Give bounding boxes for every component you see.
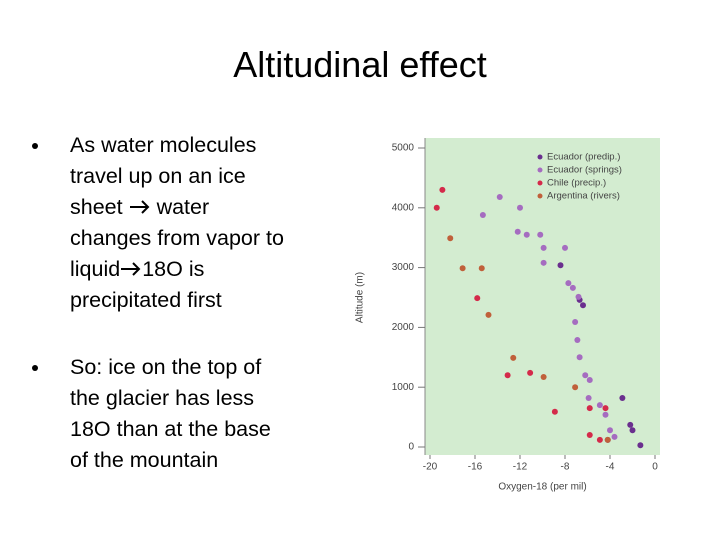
- bullet: So: ice on the top of the glacier has le…: [28, 352, 284, 476]
- bullet: As water molecules travel up on an ice s…: [28, 130, 284, 316]
- text-line: precipitated first: [70, 288, 222, 312]
- point: [527, 369, 534, 376]
- plot-area: [425, 138, 660, 455]
- point: [514, 228, 521, 235]
- legend-marker: [537, 180, 543, 186]
- point: [572, 319, 579, 326]
- point: [637, 442, 644, 449]
- point: [586, 377, 593, 384]
- point: [537, 231, 544, 238]
- legend-label: Ecuador (springs): [547, 165, 622, 176]
- legend-marker: [537, 154, 543, 160]
- point: [474, 295, 481, 302]
- point: [596, 436, 603, 443]
- point: [627, 421, 634, 428]
- point: [557, 262, 564, 269]
- text-line: sheet water: [70, 192, 284, 223]
- text: sheet: [70, 195, 123, 219]
- point: [504, 372, 511, 379]
- point: [572, 384, 579, 391]
- y-axis-title: Altitude (m): [355, 272, 366, 323]
- x-tick-label: -16: [468, 462, 483, 473]
- x-tick-label: -12: [513, 462, 528, 473]
- point: [540, 259, 547, 266]
- text-line: 18O than at the base: [70, 417, 271, 441]
- point: [604, 436, 611, 443]
- point: [576, 354, 583, 361]
- x-axis-title: Oxygen-18 (per mil): [498, 482, 586, 493]
- point: [523, 231, 530, 238]
- point: [439, 186, 446, 193]
- point: [585, 394, 592, 401]
- text-line: So: ice on the top of: [70, 355, 262, 379]
- text: liquid: [70, 257, 121, 281]
- y-tick-label: 1000: [392, 382, 415, 393]
- legend-label: Ecuador (predip.): [547, 152, 620, 163]
- point: [580, 302, 586, 309]
- point: [517, 204, 523, 211]
- point: [496, 194, 503, 201]
- legend-marker: [537, 193, 543, 199]
- point: [575, 293, 582, 300]
- text: 18O is: [142, 257, 205, 281]
- slide-title: Altitudinal effect: [233, 44, 487, 85]
- text-line: travel up on an ice: [70, 164, 246, 188]
- bullet-list: As water molecules travel up on an ice s…: [28, 130, 284, 512]
- y-tick-label: 2000: [392, 322, 415, 333]
- point: [629, 427, 636, 434]
- point: [433, 204, 440, 211]
- text-line: the glacier has less: [70, 386, 255, 410]
- point: [586, 432, 593, 439]
- point: [540, 374, 547, 381]
- text: water: [156, 195, 210, 219]
- y-tick-label: 5000: [392, 143, 415, 154]
- legend-marker: [537, 167, 543, 173]
- point: [459, 265, 466, 272]
- point: [540, 244, 547, 251]
- point: [479, 211, 486, 218]
- point: [485, 311, 492, 318]
- legend-label: Argentina (rivers): [547, 191, 620, 202]
- point: [478, 265, 485, 272]
- text-line: changes from vapor to: [70, 226, 284, 250]
- point: [611, 433, 618, 440]
- point: [607, 427, 613, 434]
- point: [562, 244, 568, 251]
- point: [602, 411, 609, 418]
- text-line: As water molecules: [70, 133, 257, 157]
- point: [574, 336, 581, 343]
- y-tick-label: 4000: [392, 202, 415, 213]
- point: [569, 284, 576, 291]
- text-line: liquid 18O is: [70, 254, 284, 285]
- point: [586, 405, 593, 412]
- point: [596, 402, 603, 409]
- point: [551, 408, 558, 415]
- point: [619, 394, 626, 401]
- text-line: of the mountain: [70, 448, 219, 472]
- x-tick-label: -4: [606, 462, 615, 473]
- y-tick-label: 3000: [392, 262, 415, 273]
- x-tick-label: -8: [561, 462, 570, 473]
- point: [447, 235, 454, 242]
- arrow-icon: [129, 200, 150, 214]
- point: [582, 372, 589, 379]
- arrow-icon: [121, 262, 141, 276]
- legend-label: Chile (precip.): [547, 178, 606, 189]
- y-tick-label: 0: [408, 442, 414, 453]
- point: [510, 354, 517, 361]
- point: [602, 405, 609, 412]
- x-tick-label: -20: [423, 462, 438, 473]
- x-tick-label: 0: [652, 462, 658, 473]
- point: [565, 280, 572, 287]
